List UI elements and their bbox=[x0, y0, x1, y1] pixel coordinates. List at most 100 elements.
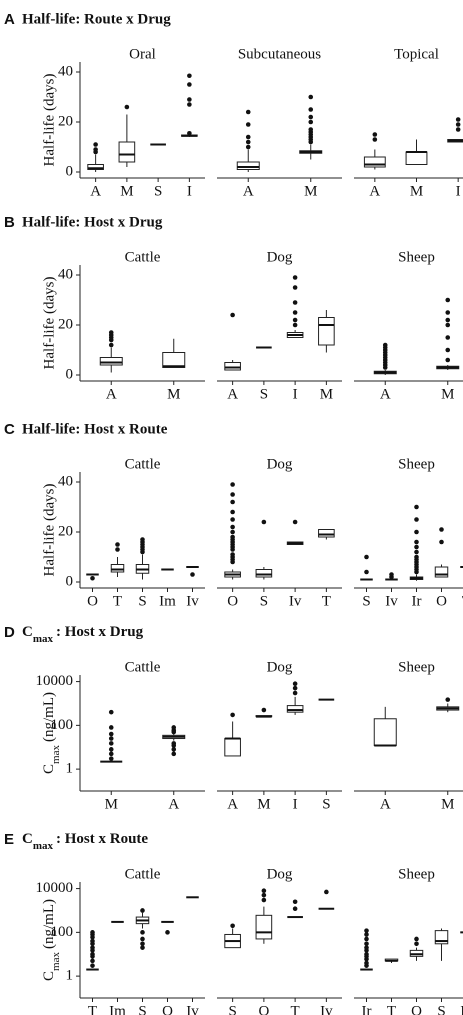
outlier bbox=[455, 117, 461, 122]
x-tick-label: Im bbox=[109, 1003, 126, 1015]
x-tick-label: Iv bbox=[320, 1003, 333, 1015]
y-tick-label: 20 bbox=[58, 316, 73, 332]
y-tick-label: 1 bbox=[66, 968, 74, 984]
outlier bbox=[140, 537, 145, 542]
y-tick-label: 20 bbox=[58, 523, 73, 539]
outlier bbox=[292, 690, 298, 696]
x-tick-label: A bbox=[227, 796, 238, 812]
y-axis-label-part: (ng/mL) bbox=[41, 899, 57, 949]
box bbox=[405, 151, 428, 165]
x-tick-label: Ir bbox=[412, 593, 422, 609]
outlier bbox=[90, 963, 95, 968]
outlier bbox=[292, 317, 298, 323]
x-tick-label: S bbox=[228, 1003, 236, 1015]
x-tick-label: Im bbox=[159, 593, 176, 609]
x-tick-label: T bbox=[113, 593, 122, 609]
x-tick-label: M bbox=[410, 183, 423, 199]
facet-title: Sheep bbox=[398, 249, 435, 265]
outlier bbox=[108, 741, 114, 746]
box bbox=[236, 161, 260, 170]
y-tick-label: 0 bbox=[66, 366, 74, 382]
outlier bbox=[140, 936, 145, 942]
facet-title: Dog bbox=[267, 249, 293, 265]
facet-title: Cattle bbox=[125, 456, 161, 472]
outlier bbox=[308, 127, 314, 132]
x-tick-label: A bbox=[369, 183, 380, 199]
y-axis-label-part: C bbox=[41, 764, 57, 774]
facet-title: Dog bbox=[267, 659, 293, 675]
x-tick-label: I bbox=[187, 183, 192, 199]
outlier bbox=[261, 892, 267, 898]
outlier bbox=[414, 504, 419, 510]
panel-label: A bbox=[4, 11, 15, 28]
panel-title: Half-life: Host x Route bbox=[22, 421, 168, 437]
outlier bbox=[230, 499, 235, 505]
panel-title-part: max bbox=[33, 840, 54, 852]
x-tick-label: M bbox=[257, 796, 270, 812]
outlier bbox=[414, 539, 419, 545]
outlier bbox=[190, 572, 195, 577]
outlier bbox=[445, 317, 451, 323]
facet-title: Cattle bbox=[125, 866, 161, 882]
outlier bbox=[308, 107, 314, 112]
x-tick-label: M bbox=[320, 386, 333, 402]
facet-title: Sheep bbox=[398, 659, 435, 675]
box bbox=[318, 529, 335, 538]
outlier bbox=[140, 908, 145, 913]
outlier bbox=[93, 147, 98, 152]
x-tick-label: A bbox=[168, 796, 179, 812]
outlier bbox=[90, 938, 95, 944]
x-tick-label: A bbox=[243, 183, 254, 199]
outlier bbox=[140, 941, 145, 947]
outlier bbox=[414, 549, 419, 555]
outlier bbox=[292, 285, 298, 290]
box bbox=[363, 156, 386, 168]
y-tick-label: 20 bbox=[58, 113, 73, 129]
panel-title-part: : Host x Route bbox=[56, 831, 148, 847]
panel-label: B bbox=[4, 214, 15, 231]
outlier bbox=[230, 492, 235, 497]
outlier bbox=[90, 575, 95, 581]
outlier bbox=[108, 747, 114, 752]
outlier bbox=[292, 300, 298, 305]
outlier bbox=[261, 519, 267, 525]
y-axis-label: Half-life (days) bbox=[41, 74, 57, 167]
outlier bbox=[108, 756, 114, 761]
x-tick-label: S bbox=[138, 593, 146, 609]
outlier bbox=[292, 519, 298, 525]
outlier bbox=[364, 932, 369, 937]
outlier bbox=[90, 930, 95, 935]
y-tick-label: 0 bbox=[66, 573, 74, 589]
x-tick-label: T bbox=[88, 1003, 97, 1015]
outlier bbox=[292, 310, 298, 315]
box bbox=[434, 566, 449, 578]
outlier bbox=[439, 539, 444, 545]
outlier bbox=[445, 357, 451, 363]
x-tick-label: S bbox=[437, 1003, 445, 1015]
outlier bbox=[165, 930, 170, 935]
y-tick-label: 100 bbox=[51, 717, 74, 733]
outlier bbox=[364, 569, 369, 575]
panel-title: Half-life: Host x Drug bbox=[22, 214, 163, 230]
outlier bbox=[292, 275, 298, 280]
outlier bbox=[90, 958, 95, 964]
outlier bbox=[124, 104, 130, 110]
x-tick-label: O bbox=[87, 593, 98, 609]
outlier bbox=[230, 712, 235, 718]
outlier bbox=[230, 524, 235, 530]
y-tick-label: 40 bbox=[58, 266, 73, 282]
outlier bbox=[445, 322, 451, 328]
x-tick-label: T bbox=[322, 593, 331, 609]
outlier bbox=[90, 945, 95, 950]
outlier bbox=[187, 130, 192, 136]
outlier bbox=[230, 552, 235, 557]
facet-title: Sheep bbox=[398, 456, 435, 472]
outlier bbox=[108, 709, 114, 715]
outlier bbox=[115, 542, 120, 547]
x-tick-label: A bbox=[90, 183, 101, 199]
outlier bbox=[364, 941, 369, 947]
outlier bbox=[245, 144, 251, 150]
x-tick-label: S bbox=[322, 796, 330, 812]
outlier bbox=[389, 572, 394, 577]
outlier bbox=[230, 312, 235, 318]
